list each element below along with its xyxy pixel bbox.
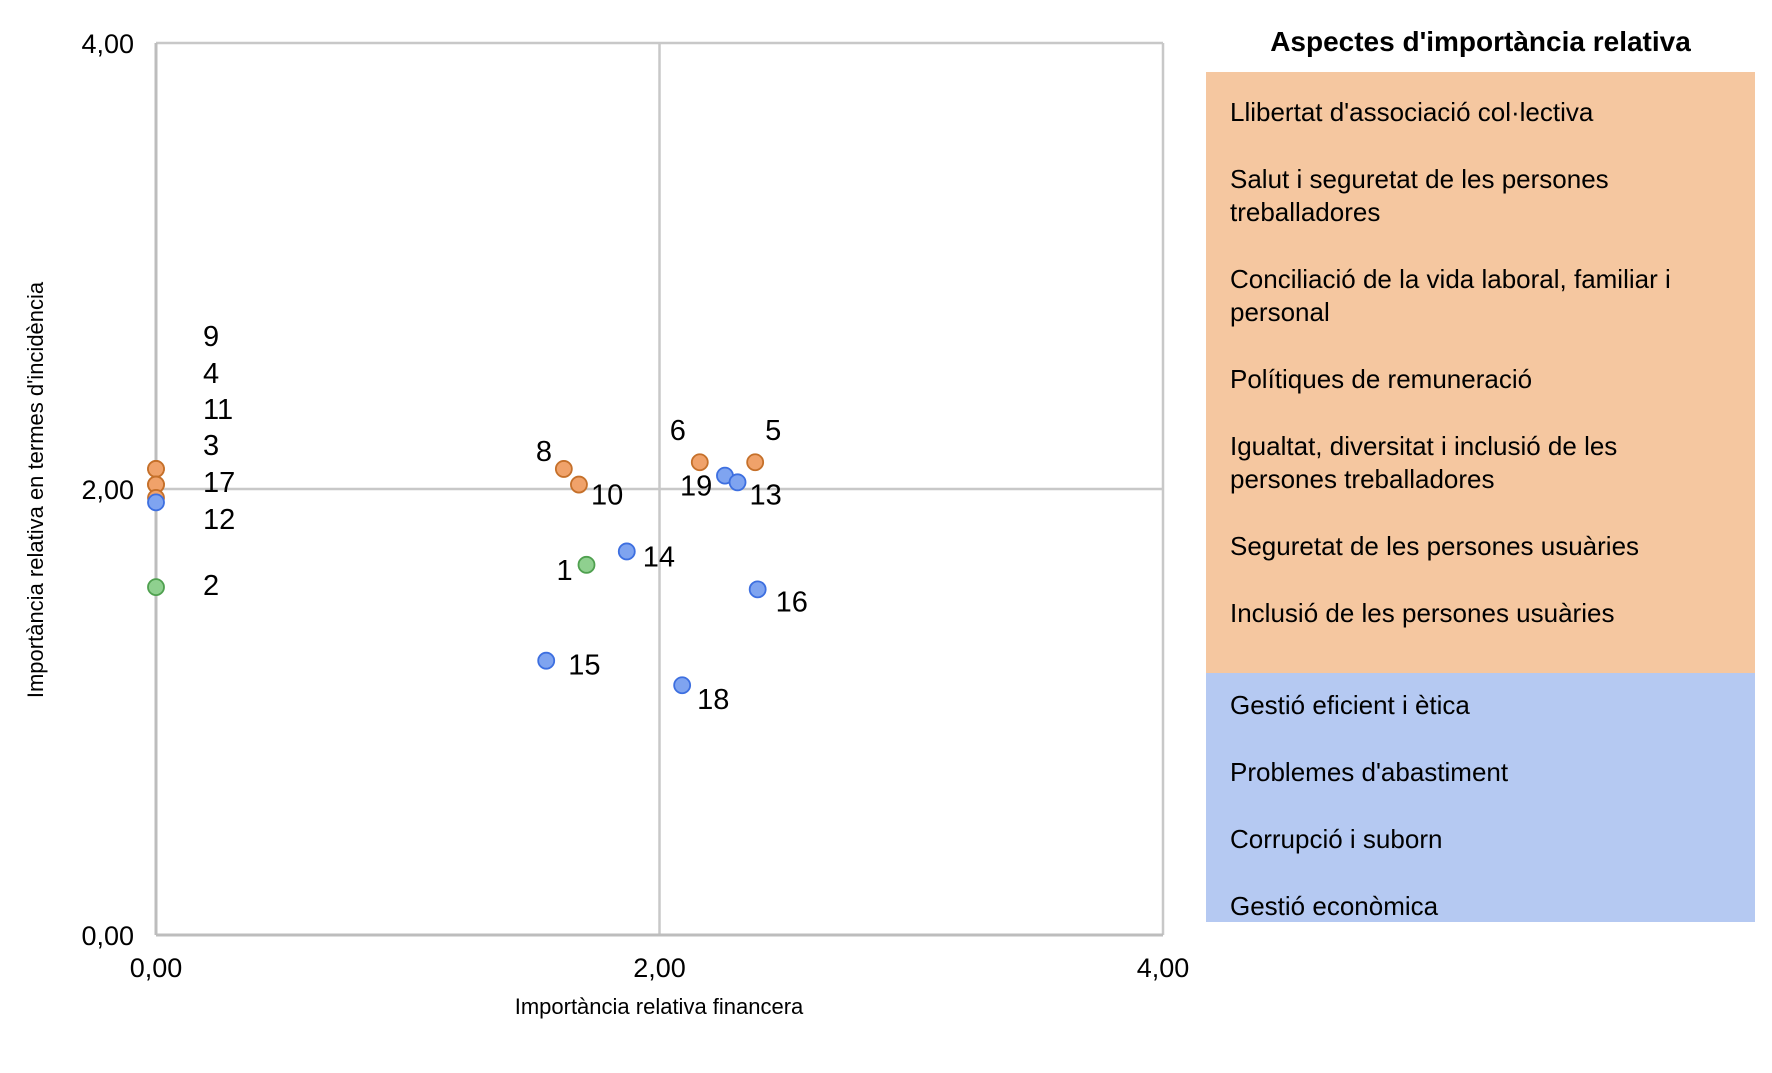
legend-item: Gestió econòmica xyxy=(1230,891,1439,921)
data-label: 11 xyxy=(203,394,233,426)
y-tick-label: 4,00 xyxy=(81,29,134,59)
data-point xyxy=(147,493,165,512)
y-tick-label: 2,00 xyxy=(81,475,134,505)
data-label: 4 xyxy=(203,358,219,390)
data-label: 10 xyxy=(591,480,623,512)
legend-item: Corrupció i suborn xyxy=(1230,824,1443,854)
legend-item: Problemes d'abastiment xyxy=(1230,757,1509,787)
x-tick-label: 2,00 xyxy=(633,953,686,983)
data-label: 8 xyxy=(536,436,552,468)
data-point xyxy=(537,651,556,670)
data-point xyxy=(746,453,765,472)
legend-item: Polítiques de remuneració xyxy=(1230,364,1533,394)
legend-item: Conciliació de la vida laboral, familiar… xyxy=(1230,264,1671,327)
legend-item: Seguretat de les persones usuàries xyxy=(1230,531,1640,561)
x-tick-label: 0,00 xyxy=(130,953,183,983)
x-axis-title: Importància relativa financera xyxy=(515,994,804,1019)
data-points xyxy=(147,453,767,695)
x-tick-label: 4,00 xyxy=(1137,953,1190,983)
y-tick-label: 0,00 xyxy=(81,921,134,951)
data-point xyxy=(577,555,596,574)
data-label: 2 xyxy=(203,570,219,602)
data-label: 15 xyxy=(568,650,600,682)
legend-group-social: Llibertat d'associació col·lectiva Salut… xyxy=(1206,72,1755,673)
data-label: 18 xyxy=(697,684,729,716)
axis-ticks: 0,000,00 2,00 2,00 4,00 4,00 xyxy=(81,29,1189,983)
legend-item: Inclusió de les persones usuàries xyxy=(1230,598,1615,628)
legend-item: Llibertat d'associació col·lectiva xyxy=(1230,97,1594,127)
data-point xyxy=(728,473,747,492)
legend-item: Gestió eficient i ètica xyxy=(1230,690,1470,720)
legend-item: Salut i seguretat de les persones trebal… xyxy=(1230,164,1609,227)
data-label: 6 xyxy=(670,415,686,447)
gridlines xyxy=(154,41,1165,937)
data-label: 14 xyxy=(643,541,675,573)
data-label: 3 xyxy=(203,430,219,462)
data-label: 1 xyxy=(556,555,572,587)
data-label: 19 xyxy=(680,471,712,503)
legend-item: Igualtat, diversitat i inclusió de les p… xyxy=(1230,431,1618,494)
data-label: 16 xyxy=(776,586,808,618)
data-point xyxy=(147,578,165,597)
data-point xyxy=(690,453,709,472)
data-label: 12 xyxy=(203,504,235,536)
data-point xyxy=(673,676,692,695)
data-label: 9 xyxy=(203,321,219,353)
data-point xyxy=(748,580,767,599)
legend-group-governance: Gestió eficient i ètica Problemes d'abas… xyxy=(1206,673,1755,922)
data-label: 5 xyxy=(765,415,781,447)
data-point xyxy=(554,460,573,478)
legend-title: Aspectes d'importància relativa xyxy=(1270,26,1691,57)
data-label: 17 xyxy=(203,467,235,499)
data-point xyxy=(570,475,588,494)
data-point xyxy=(147,460,165,478)
data-label: 13 xyxy=(750,479,782,511)
y-axis-title: Importància relativa en termes d'incidèn… xyxy=(23,281,48,698)
data-point xyxy=(617,542,636,561)
